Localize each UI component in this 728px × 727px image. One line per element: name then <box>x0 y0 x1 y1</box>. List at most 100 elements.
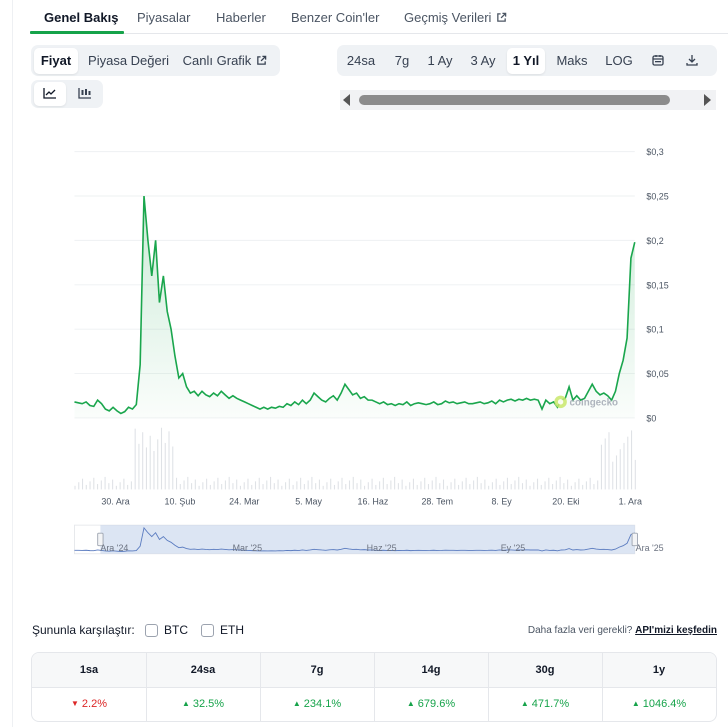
volume-bar <box>574 482 576 490</box>
volume-bar <box>160 427 163 490</box>
range-24h[interactable]: 24sa <box>346 53 376 68</box>
compare-btc-checkbox[interactable] <box>145 624 158 637</box>
price-change-table: 1sa 24sa 7g 14g 30g 1y ▼ 2.2% ▲ 32.5% ▲ 234… <box>31 652 717 722</box>
header-1h: 1sa <box>79 664 99 676</box>
volume-bar <box>570 485 572 490</box>
tab-overview[interactable]: Genel Bakış <box>44 10 119 25</box>
live-chart-tab[interactable]: Canlı Grafik <box>177 48 273 74</box>
change-14d: ▲ 679.6% <box>374 698 488 710</box>
tab-historical-data[interactable]: Geçmiş Verileri <box>404 10 507 25</box>
volume-bar <box>555 480 557 490</box>
line-chart-icon[interactable] <box>34 82 66 106</box>
navigator-tick-label: Ara '25 <box>636 543 664 553</box>
x-tick-label: 8. Ey <box>491 497 512 507</box>
volume-bar <box>74 485 76 490</box>
api-link[interactable]: API'mizi keşfedin <box>635 625 717 636</box>
navigator-left-handle[interactable] <box>97 532 104 547</box>
change-24h-value: 32.5% <box>192 698 225 710</box>
change-1y-value: 1046.4% <box>642 698 687 710</box>
volume-bar <box>326 482 328 490</box>
market-cap-tab[interactable]: Piyasa Değeri <box>88 53 169 68</box>
price-area <box>74 196 635 418</box>
range-7d[interactable]: 7g <box>394 53 410 68</box>
scroll-left-arrow-icon[interactable] <box>343 94 350 106</box>
volume-bar <box>589 477 591 490</box>
volume-bar <box>488 485 490 490</box>
y-tick-label: $0,25 <box>646 192 668 202</box>
price-chart[interactable]: $0,3$0,25$0,2$0,15$0,1$0,05$0 coingecko … <box>0 140 728 560</box>
volume-bar <box>296 481 298 490</box>
volume-bar <box>499 484 501 490</box>
compare-label: Şununla karşılaştır: <box>32 623 135 637</box>
volume-bar <box>382 477 384 490</box>
up-triangle-icon: ▲ <box>181 699 190 708</box>
calendar-icon[interactable] <box>644 48 672 74</box>
navigator-right-handle[interactable] <box>631 532 638 547</box>
volume-bar <box>341 477 343 490</box>
compare-eth-label[interactable]: ETH <box>220 623 244 637</box>
compare-btc-label[interactable]: BTC <box>164 623 188 637</box>
section-tabs: Genel Bakış Piyasalar Haberler Benzer Co… <box>30 0 728 34</box>
volume-bar <box>608 432 610 490</box>
volume-bar <box>446 485 448 490</box>
scroll-right-arrow-icon[interactable] <box>704 94 711 106</box>
compare-eth-checkbox[interactable] <box>201 624 214 637</box>
tab-markets[interactable]: Piyasalar <box>137 10 191 25</box>
x-tick-label: 5. May <box>295 497 322 507</box>
column-divider <box>602 653 603 721</box>
change-30d: ▲ 471.7% <box>488 698 602 710</box>
log-scale-toggle[interactable]: LOG <box>605 53 633 68</box>
watermark-text: coingecko <box>570 397 619 408</box>
tab-similar-coins[interactable]: Benzer Coin'ler <box>291 10 380 25</box>
volume-bar <box>149 435 151 490</box>
volume-bar <box>619 449 621 490</box>
range-1m[interactable]: 1 Ay <box>427 53 453 68</box>
volume-bar <box>484 479 486 490</box>
volume-bar <box>623 442 625 490</box>
volume-bar <box>112 479 114 490</box>
volume-bar <box>431 480 433 490</box>
volume-bar <box>85 484 87 490</box>
volume-bar <box>266 480 268 490</box>
volume-bar <box>209 484 211 490</box>
volume-bar <box>194 479 196 490</box>
volume-bar <box>514 480 516 490</box>
scrollbar-thumb[interactable] <box>359 95 670 105</box>
change-30d-value: 471.7% <box>531 698 570 710</box>
range-1y[interactable]: 1 Yıl <box>507 48 545 74</box>
volume-bar <box>409 482 411 490</box>
change-1y: ▲ 1046.4% <box>602 698 716 710</box>
volume-bars <box>74 427 636 490</box>
volume-bar <box>578 478 580 490</box>
tab-news[interactable]: Haberler <box>216 10 266 25</box>
volume-bar <box>187 476 189 490</box>
watermark-logo: coingecko <box>554 395 619 408</box>
volume-bar <box>364 485 366 490</box>
download-icon[interactable] <box>678 48 706 74</box>
volume-bar <box>224 480 226 490</box>
volume-bar <box>518 476 520 490</box>
price-tab[interactable]: Fiyat <box>34 48 78 74</box>
x-tick-label: 1. Ara <box>619 497 642 507</box>
range-max[interactable]: Maks <box>556 53 588 68</box>
volume-bar <box>285 482 287 490</box>
y-tick-label: $0,15 <box>646 280 668 290</box>
time-range-toggle: 24sa 7g 1 Ay 3 Ay 1 Yıl Maks LOG <box>337 45 717 76</box>
volume-bar <box>115 485 117 490</box>
volume-bar <box>202 482 204 490</box>
range-navigator[interactable]: Ara '24 Mar '25 Haz '25 Ey '25 Ara '25 <box>74 524 664 555</box>
x-tick-label: 28. Tem <box>421 497 453 507</box>
volume-bar <box>506 477 508 490</box>
candlestick-icon[interactable] <box>69 82 101 106</box>
range-3m[interactable]: 3 Ay <box>470 53 496 68</box>
volume-bar <box>394 476 396 490</box>
volume-bar <box>251 484 253 490</box>
volume-bar <box>318 479 320 490</box>
range-scrollbar[interactable] <box>340 90 716 110</box>
volume-bar <box>333 484 336 490</box>
navigator-tick-label: Mar '25 <box>233 543 263 553</box>
volume-bar <box>548 477 550 490</box>
volume-bar <box>491 482 493 490</box>
y-tick-label: $0,05 <box>646 369 668 379</box>
volume-bar <box>198 485 200 490</box>
